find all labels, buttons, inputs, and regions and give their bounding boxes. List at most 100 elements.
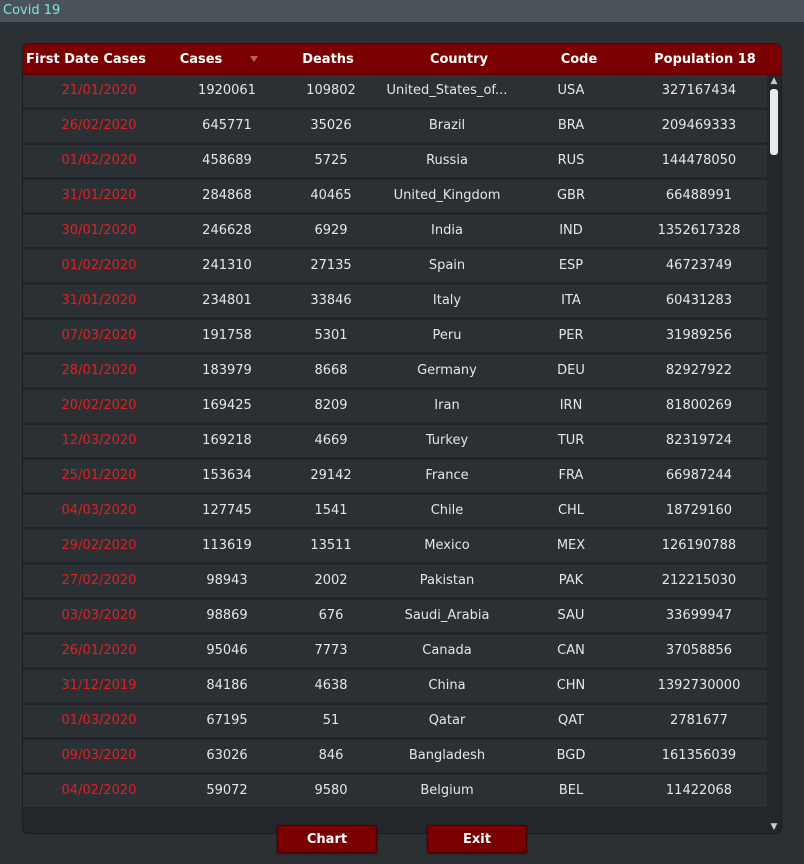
column-header-deaths[interactable]: Deaths	[302, 52, 354, 67]
cell-population: 81800269	[665, 398, 733, 413]
cell-code: MEX	[556, 538, 586, 553]
cell-first-date: 04/03/2020	[61, 503, 137, 518]
cell-population: 144478050	[661, 153, 737, 168]
cell-cases: 246628	[202, 223, 252, 238]
table-row[interactable]: 03/03/2020 98869 676 Saudi_Arabia SAU 3369994…	[23, 600, 767, 635]
cell-cases: 63026	[206, 748, 248, 763]
sort-descending-icon[interactable]	[250, 56, 258, 62]
cell-code: TUR	[557, 433, 585, 448]
cell-cases: 169218	[202, 433, 252, 448]
cell-cases: 113619	[202, 538, 252, 553]
table-row[interactable]: 31/12/2019 84186 4638 China CHN 1392730000	[23, 670, 767, 705]
cell-deaths: 9580	[314, 783, 348, 798]
table-row[interactable]: 09/03/2020 63026 846 Bangladesh BGD 161356039	[23, 740, 767, 775]
cell-country: Pakistan	[419, 573, 475, 588]
scroll-up-icon[interactable]: ▲	[770, 76, 778, 86]
cell-code: RUS	[557, 153, 585, 168]
table-row[interactable]: 27/02/2020 98943 2002 Pakistan PAK 212215030	[23, 565, 767, 600]
column-header-code[interactable]: Code	[560, 52, 598, 67]
cell-first-date: 01/02/2020	[61, 153, 137, 168]
cell-first-date: 25/01/2020	[61, 468, 137, 483]
cell-first-date: 03/03/2020	[61, 608, 137, 623]
table-row[interactable]: 04/02/2020 59072 9580 Belgium BEL 11422068	[23, 775, 767, 810]
cell-first-date: 27/02/2020	[61, 573, 137, 588]
table-row[interactable]: 21/01/2020 1920061 109802 United_States_of.…	[23, 75, 767, 110]
cell-cases: 98869	[206, 608, 248, 623]
covid-table: First Date Cases Cases Deaths Country Co…	[22, 43, 782, 834]
cell-cases: 1920061	[198, 83, 256, 98]
cell-cases: 183979	[202, 363, 252, 378]
cell-population: 66488991	[665, 188, 733, 203]
cell-population: 11422068	[665, 783, 733, 798]
cell-first-date: 01/02/2020	[61, 258, 137, 273]
column-header-country[interactable]: Country	[429, 52, 489, 67]
cell-country: Chile	[430, 503, 464, 518]
cell-country: India	[431, 223, 463, 238]
column-header-population[interactable]: Population 18	[654, 52, 756, 67]
chart-button[interactable]: Chart	[277, 825, 377, 853]
cell-code: USA	[557, 83, 585, 98]
cell-deaths: 2002	[314, 573, 348, 588]
table-row[interactable]: 20/02/2020 169425 8209 Iran IRN 81800269	[23, 390, 767, 425]
vertical-scrollbar[interactable]: ▲ ▼	[767, 75, 781, 833]
table-body: 21/01/2020 1920061 109802 United_States_of.…	[23, 75, 767, 833]
table-row[interactable]: 04/03/2020 127745 1541 Chile CHL 18729160	[23, 495, 767, 530]
table-row[interactable]: 26/01/2020 95046 7773 Canada CAN 37058856	[23, 635, 767, 670]
table-row[interactable]: 01/02/2020 458689 5725 Russia RUS 144478050	[23, 145, 767, 180]
cell-cases: 153634	[202, 468, 252, 483]
cell-cases: 645771	[202, 118, 252, 133]
table-row[interactable]: 07/03/2020 191758 5301 Peru PER 31989256	[23, 320, 767, 355]
cell-deaths: 4669	[314, 433, 348, 448]
table-row[interactable]: 31/01/2020 284868 40465 United_Kingdom GBR 66…	[23, 180, 767, 215]
column-header-cases[interactable]: Cases	[179, 52, 223, 67]
cell-population: 31989256	[665, 328, 733, 343]
cell-cases: 98943	[206, 573, 248, 588]
table-row[interactable]: 26/02/2020 645771 35026 Brazil BRA 209469333	[23, 110, 767, 145]
cell-first-date: 31/01/2020	[61, 293, 137, 308]
cell-country: Italy	[432, 293, 462, 308]
cell-first-date: 30/01/2020	[61, 223, 137, 238]
table-row[interactable]: 01/03/2020 67195 51 Qatar QAT 2781677	[23, 705, 767, 740]
cell-code: DEU	[557, 363, 585, 378]
cell-deaths: 8209	[314, 398, 348, 413]
cell-deaths: 33846	[310, 293, 352, 308]
cell-country: Peru	[432, 328, 462, 343]
cell-cases: 127745	[202, 503, 252, 518]
scroll-down-icon[interactable]: ▼	[770, 822, 778, 832]
cell-code: BGD	[556, 748, 586, 763]
table-row[interactable]: 01/02/2020 241310 27135 Spain ESP 46723749	[23, 250, 767, 285]
cell-population: 1392730000	[657, 678, 741, 693]
cell-deaths: 51	[322, 713, 340, 728]
cell-country: France	[425, 468, 469, 483]
cell-deaths: 27135	[310, 258, 352, 273]
table-row[interactable]: 28/01/2020 183979 8668 Germany DEU 82927922	[23, 355, 767, 390]
cell-code: BEL	[558, 783, 584, 798]
scrollbar-thumb[interactable]	[770, 89, 778, 155]
column-header-first-date[interactable]: First Date Cases	[26, 52, 146, 67]
cell-code: SAU	[557, 608, 585, 623]
cell-population: 2781677	[670, 713, 728, 728]
cell-population: 33699947	[665, 608, 733, 623]
cell-country: Mexico	[424, 538, 470, 553]
cell-code: CAN	[557, 643, 585, 658]
cell-code: FRA	[558, 468, 584, 483]
cell-population: 212215030	[661, 573, 737, 588]
cell-population: 37058856	[665, 643, 733, 658]
cell-cases: 67195	[206, 713, 248, 728]
table-row[interactable]: 29/02/2020 113619 13511 Mexico MEX 126190788	[23, 530, 767, 565]
cell-deaths: 7773	[314, 643, 348, 658]
table-row[interactable]: 31/01/2020 234801 33846 Italy ITA 60431283	[23, 285, 767, 320]
cell-first-date: 31/01/2020	[61, 188, 137, 203]
table-row[interactable]: 25/01/2020 153634 29142 France FRA 66987244	[23, 460, 767, 495]
cell-deaths: 5725	[314, 153, 348, 168]
exit-button[interactable]: Exit	[427, 825, 527, 853]
cell-cases: 59072	[206, 783, 248, 798]
cell-country: Spain	[428, 258, 466, 273]
table-header: First Date Cases Cases Deaths Country Co…	[23, 44, 781, 75]
cell-code: ESP	[558, 258, 584, 273]
cell-first-date: 07/03/2020	[61, 328, 137, 343]
table-row[interactable]: 12/03/2020 169218 4669 Turkey TUR 82319724	[23, 425, 767, 460]
cell-population: 46723749	[665, 258, 733, 273]
table-row[interactable]: 30/01/2020 246628 6929 India IND 1352617328	[23, 215, 767, 250]
cell-deaths: 8668	[314, 363, 348, 378]
